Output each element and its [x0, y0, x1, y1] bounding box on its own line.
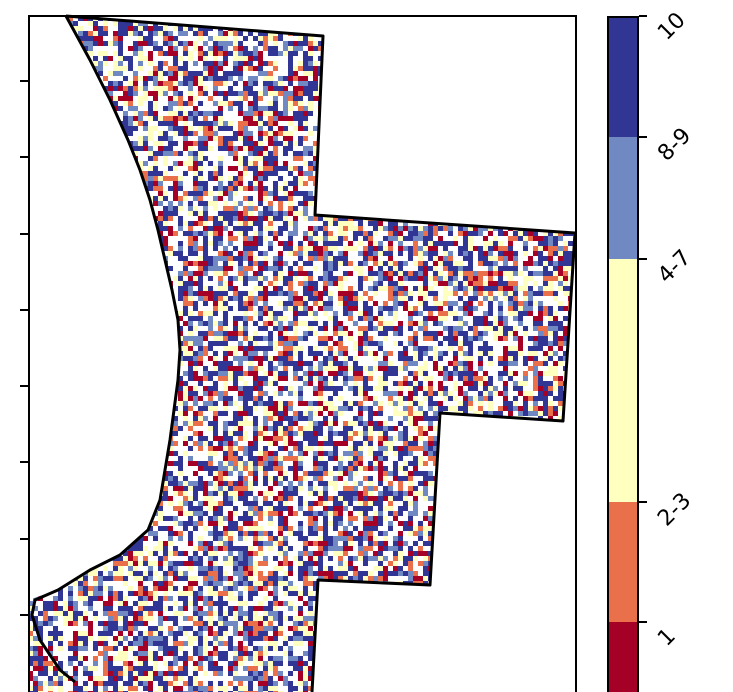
raster-cells [28, 16, 575, 692]
colorbar-tick [639, 136, 647, 138]
legend-swatch [607, 502, 639, 622]
colorbar-frame [607, 16, 639, 692]
colorbar-tick [639, 15, 647, 17]
legend-swatch [607, 137, 639, 259]
legend-swatch [607, 259, 639, 502]
colorbar-tick [639, 501, 647, 503]
map-panel [20, 14, 577, 692]
colorbar-tick [639, 621, 647, 623]
legend-label: 8-9 [653, 123, 697, 167]
region-boundary [30, 14, 577, 692]
legend-colorbar: 10 8-9 4-7 2-3 1 [600, 0, 733, 692]
legend-label: 4-7 [653, 245, 697, 289]
legend-label: 1 [653, 623, 681, 652]
y-axis-ticks [20, 80, 29, 616]
colorbar-tick [639, 258, 647, 260]
axes-frame [28, 15, 577, 692]
legend-swatch [607, 16, 639, 137]
legend-label: 10 [653, 7, 691, 46]
legend-swatch [607, 622, 639, 692]
legend-label: 2-3 [653, 488, 697, 532]
